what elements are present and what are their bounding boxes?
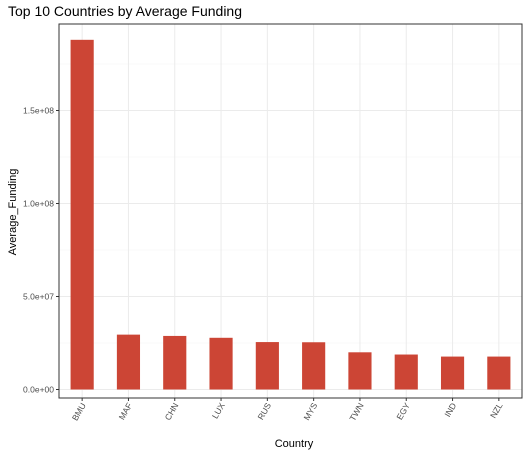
- bar-chn: [163, 335, 187, 390]
- x-axis: BMU MAF CHN LUX RUS MYS TWN EGY IND NZL: [70, 398, 505, 423]
- bar-maf: [116, 334, 141, 390]
- panel-border: [58, 23, 523, 399]
- x-tick-label: MAF: [117, 401, 135, 422]
- bar-egy: [394, 354, 418, 390]
- bar-mys: [302, 342, 326, 390]
- x-axis-title: Country: [275, 438, 314, 450]
- x-tick-label: BMU: [70, 401, 88, 422]
- bar-ind: [440, 356, 465, 390]
- x-tick-label: NZL: [488, 401, 505, 420]
- y-tick-label: 0.0e+00: [23, 385, 54, 395]
- bar-bmu: [70, 39, 94, 390]
- y-tick-label: 1.5e+08: [23, 106, 54, 116]
- x-tick-label: TWN: [347, 401, 365, 423]
- bars: [70, 39, 511, 390]
- x-tick-label: LUX: [210, 401, 227, 421]
- x-tick-label: CHN: [163, 401, 181, 422]
- x-tick-label: MYS: [302, 401, 320, 422]
- grid: [59, 24, 522, 398]
- chart-title: Top 10 Countries by Average Funding: [8, 3, 242, 19]
- y-axis: 0.0e+00 5.0e+07 1.0e+08 1.5e+08: [23, 106, 59, 395]
- bar-twn: [348, 352, 372, 390]
- y-tick-label: 5.0e+07: [23, 292, 54, 302]
- bar-nzl: [487, 356, 511, 390]
- x-tick-label: EGY: [394, 401, 412, 422]
- bar-rus: [255, 342, 279, 390]
- x-tick-label: IND: [442, 401, 458, 419]
- x-tick-label: RUS: [255, 401, 273, 422]
- y-axis-title: Average_Funding: [7, 169, 19, 256]
- bar-lux: [209, 337, 233, 390]
- y-tick-label: 1.0e+08: [23, 199, 54, 209]
